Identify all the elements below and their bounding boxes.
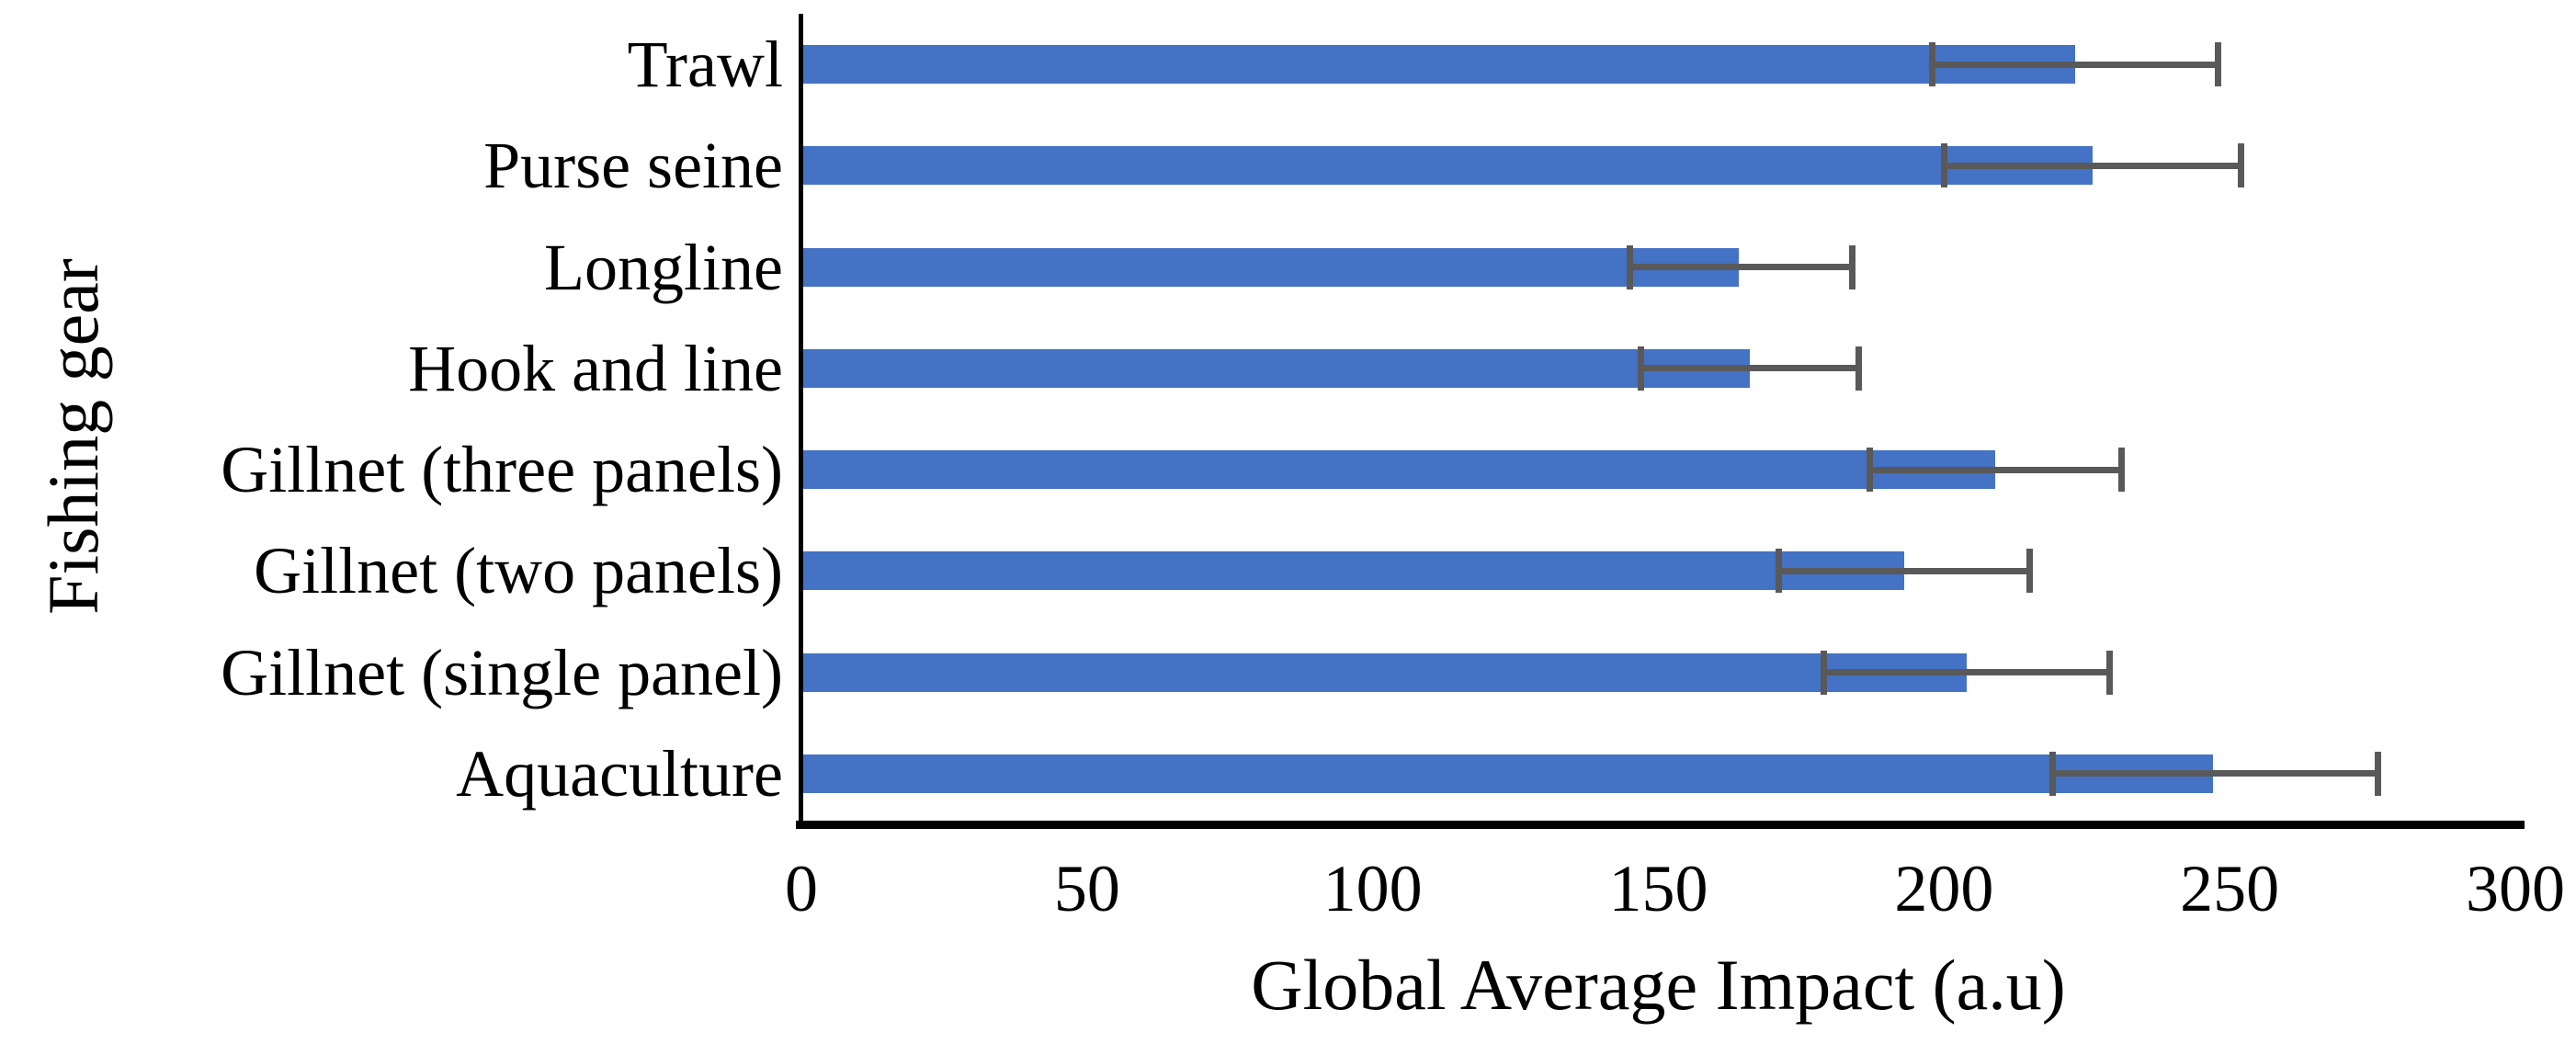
x-axis-title: Global Average Impact (a.u) [1251,945,2066,1025]
category-label-gillnet-single-panel: Gillnet (single panel) [221,635,783,709]
error-cap-low-gillnet-two-panels [1775,549,1782,594]
error-cap-high-gillnet-single-panel [2106,650,2114,695]
error-bar-longline [1629,264,1853,271]
bar-purse-seine [803,146,2093,186]
bar-hook-and-line [803,348,1750,388]
error-cap-high-aquaculture [2375,751,2382,796]
error-cap-high-purse-seine [2238,143,2245,188]
category-label-purse-seine: Purse seine [483,129,783,203]
error-bar-gillnet-two-panels [1778,567,2030,574]
error-cap-low-longline [1626,244,1633,289]
x-tick-50: 50 [1053,852,1120,925]
bar-longline [803,247,1739,287]
bar-gillnet-two-panels [803,551,1904,591]
error-bar-trawl [1932,61,2219,68]
bar-gillnet-single-panel [803,652,1968,692]
x-axis-line [796,821,2525,829]
bar-aquaculture [803,754,2213,793]
error-cap-low-purse-seine [1940,143,1947,188]
category-label-gillnet-three-panels: Gillnet (three panels) [221,433,783,507]
error-cap-high-longline [1849,244,1856,289]
x-tick-100: 100 [1322,852,1423,925]
error-cap-high-hook-and-line [1855,346,1862,391]
error-cap-low-aquaculture [2048,751,2056,796]
error-cap-low-hook-and-line [1638,346,1645,391]
x-tick-200: 200 [1894,852,1994,925]
x-tick-0: 0 [785,852,818,925]
error-bar-hook-and-line [1640,365,1859,372]
y-axis-line [799,14,803,824]
category-label-hook-and-line: Hook and line [408,331,783,405]
x-tick-250: 250 [2180,852,2280,925]
error-cap-low-gillnet-three-panels [1867,448,1874,493]
category-label-trawl: Trawl [627,28,783,102]
category-label-longline: Longline [544,230,783,304]
bar-trawl [803,45,2076,85]
x-tick-150: 150 [1608,852,1708,925]
error-cap-high-trawl [2215,42,2222,87]
error-bar-purse-seine [1944,162,2241,169]
error-cap-high-gillnet-three-panels [2117,448,2125,493]
error-cap-low-trawl [1929,42,1936,87]
error-bar-gillnet-single-panel [1823,669,2110,676]
bar-gillnet-three-panels [803,450,1996,490]
error-bar-gillnet-three-panels [1869,466,2122,473]
error-cap-high-gillnet-two-panels [2026,549,2034,594]
error-cap-low-gillnet-single-panel [1821,650,1828,695]
category-label-aquaculture: Aquaculture [456,736,783,811]
category-label-gillnet-two-panels: Gillnet (two panels) [254,534,783,608]
error-bar-aquaculture [2052,770,2378,777]
x-tick-300: 300 [2466,852,2565,925]
